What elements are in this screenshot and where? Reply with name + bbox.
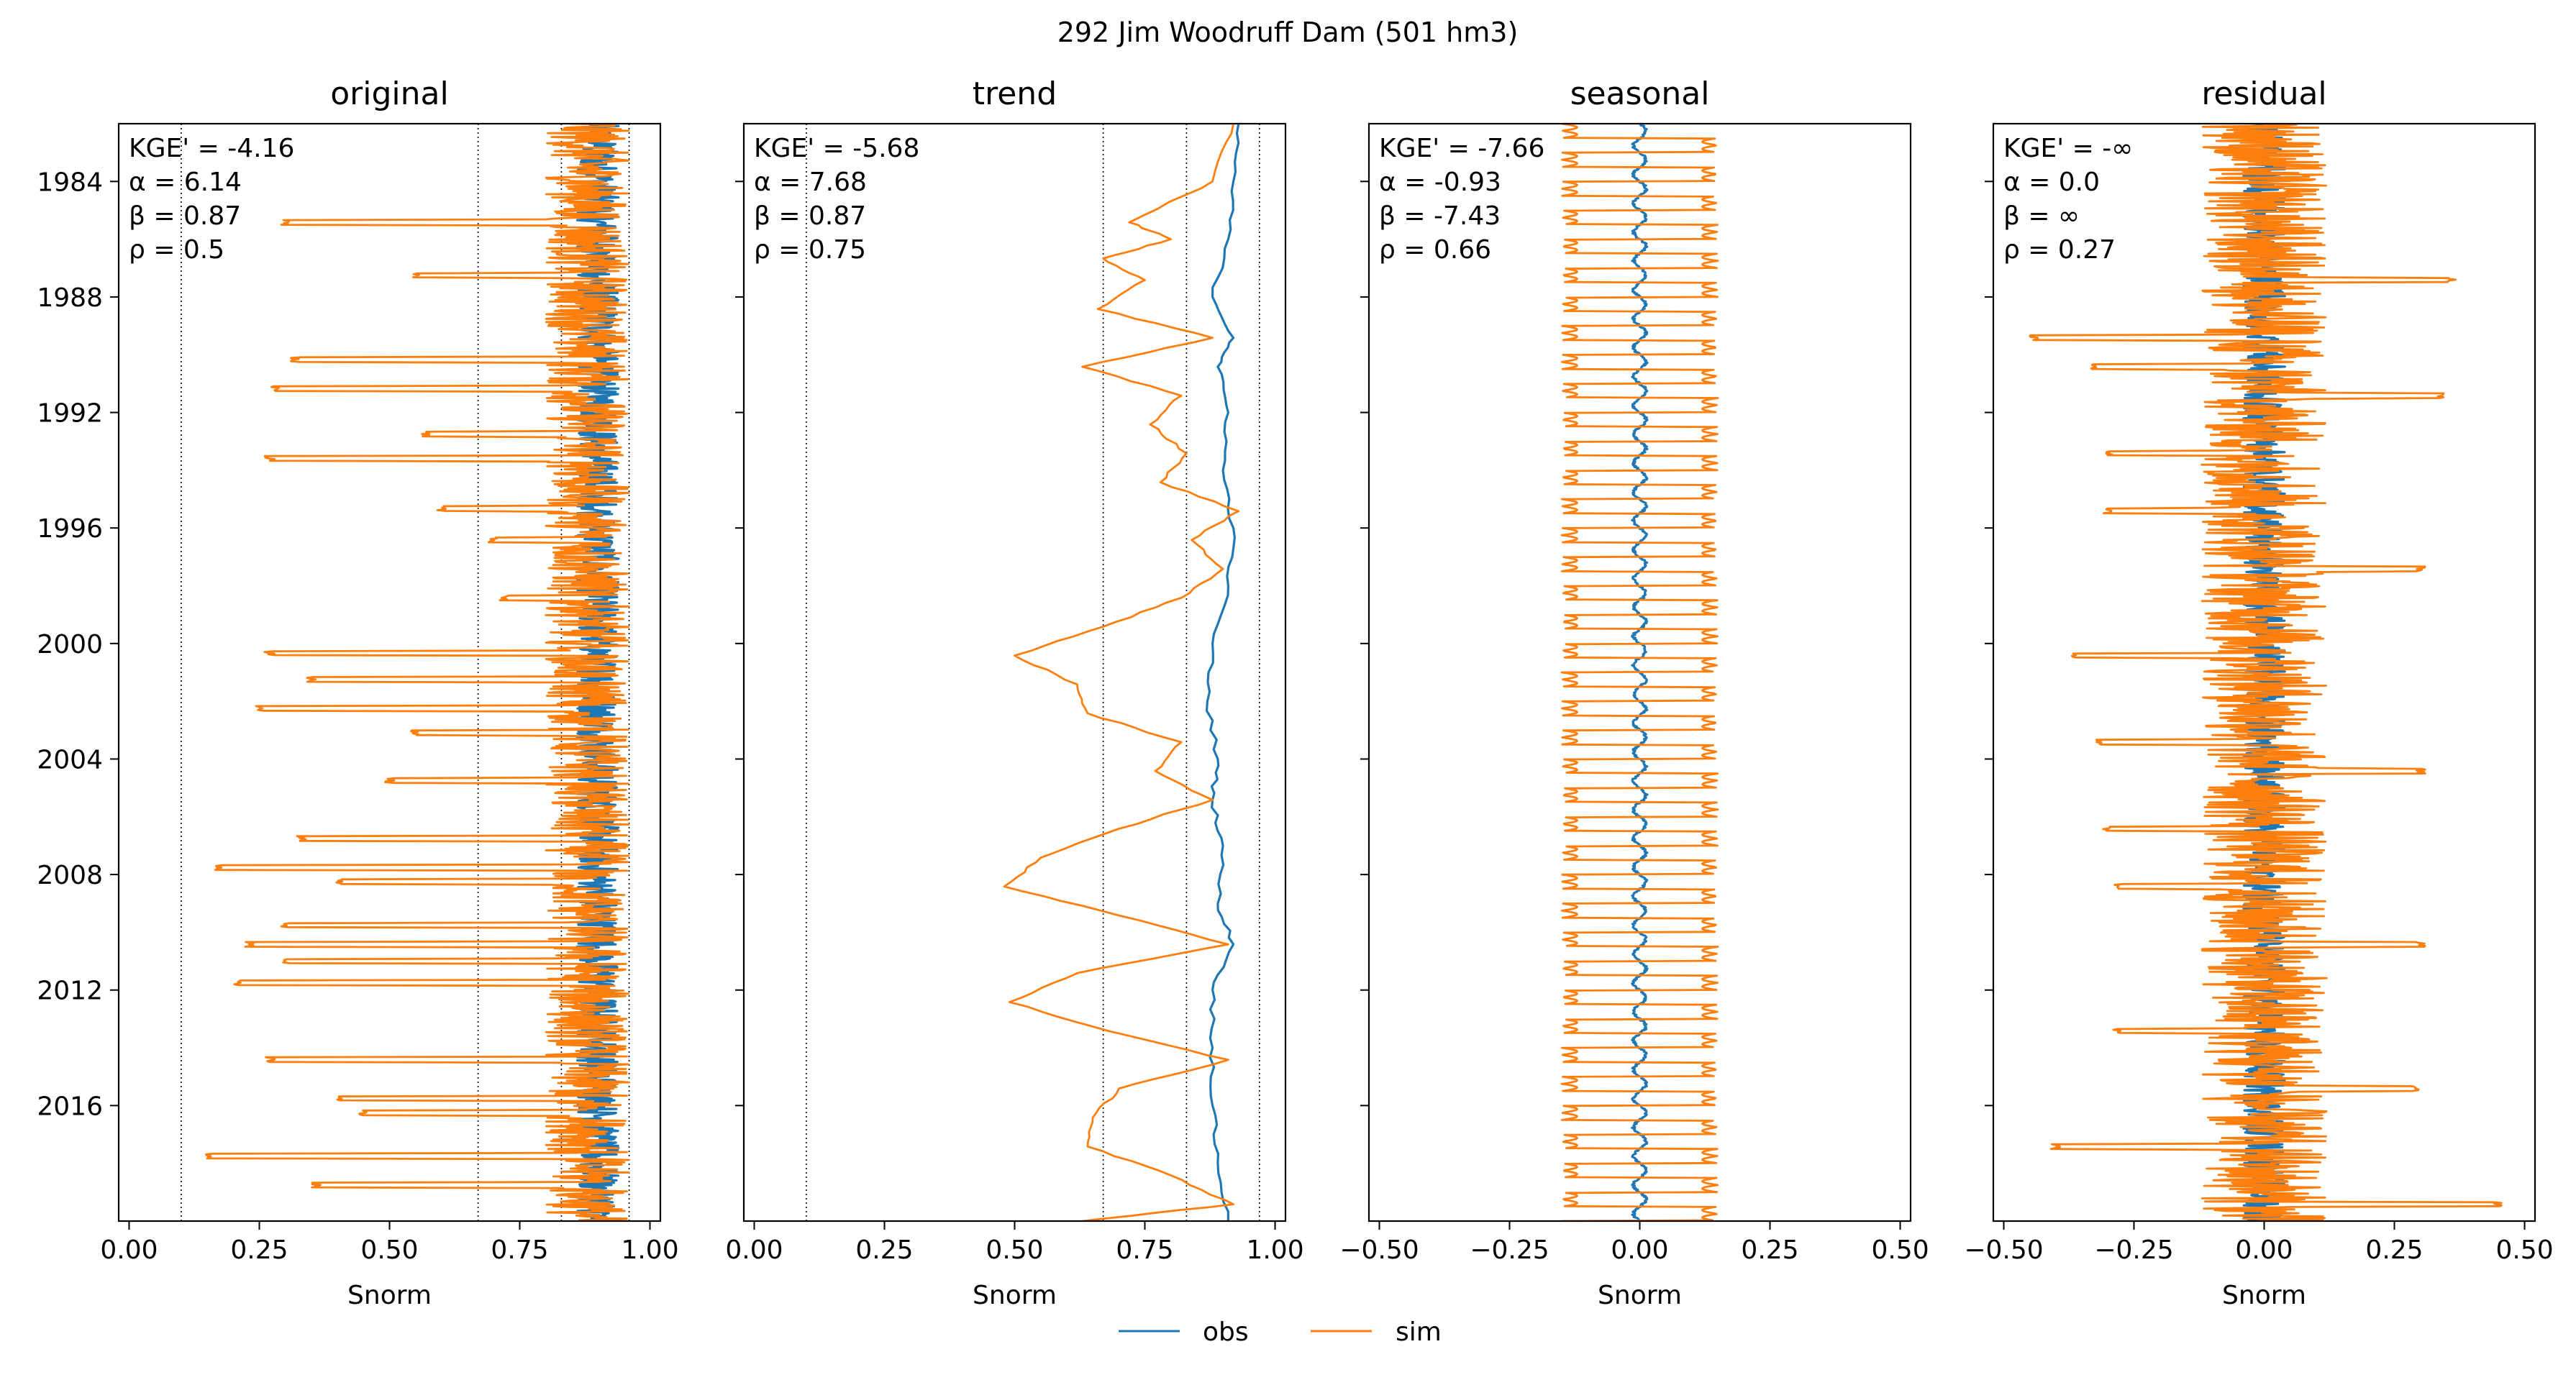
alpha-stat: α = 6.14 bbox=[129, 168, 242, 197]
panel-residual: −0.50 −0.25 0.00 0.25 0.50 residual Snorm KG… bbox=[1964, 76, 2553, 1310]
kge-stat: KGE' = -5.68 bbox=[754, 134, 919, 163]
x-tick-label: 0.00 bbox=[1611, 1235, 1668, 1265]
series-line-sim bbox=[1003, 124, 1240, 1221]
panel-title-seasonal: seasonal bbox=[1570, 76, 1710, 112]
x-tick-label: 0.25 bbox=[1741, 1235, 1798, 1265]
y-tick-label: 2004 bbox=[37, 745, 103, 774]
series-group bbox=[181, 124, 630, 1221]
stats-annotation-seasonal: KGE' = -7.66 α = -0.93 β = -7.43 ρ = 0.6… bbox=[1379, 134, 1544, 265]
x-tick-label: 0.00 bbox=[2235, 1235, 2293, 1265]
x-axis-label-trend: Snorm bbox=[973, 1281, 1057, 1310]
kge-stat: KGE' = -4.16 bbox=[129, 134, 294, 163]
x-tick-label: 0.50 bbox=[1871, 1235, 1929, 1265]
x-tick-label: 0.00 bbox=[725, 1235, 783, 1265]
y-tick-label: 2016 bbox=[37, 1092, 103, 1121]
kge-stat: KGE' = -∞ bbox=[2003, 134, 2133, 163]
stats-annotation-trend: KGE' = -5.68 α = 7.68 β = 0.87 ρ = 0.75 bbox=[754, 134, 919, 265]
x-tick-label: 0.00 bbox=[100, 1235, 158, 1265]
x-tick-label: 1.00 bbox=[1246, 1235, 1303, 1265]
rho-stat: ρ = 0.66 bbox=[1379, 235, 1491, 265]
alpha-stat: α = 0.0 bbox=[2003, 168, 2100, 197]
figure-title: 292 Jim Woodruff Dam (501 hm3) bbox=[1057, 17, 1519, 48]
y-tick-label: 1992 bbox=[37, 399, 103, 429]
legend-label-obs: obs bbox=[1203, 1317, 1249, 1347]
y-tick-label: 1984 bbox=[37, 168, 103, 197]
series-line-sim bbox=[2029, 124, 2503, 1221]
legend-label-sim: sim bbox=[1396, 1317, 1442, 1347]
x-tick-label: 0.75 bbox=[491, 1235, 548, 1265]
rho-stat: ρ = 0.27 bbox=[2003, 235, 2116, 265]
x-tick-label: −0.50 bbox=[1339, 1235, 1419, 1265]
beta-stat: β = ∞ bbox=[2003, 201, 2080, 231]
plot-area-original: 0.00 0.25 0.50 0.75 1.00 1984 1988 1992 1996 2000… bbox=[37, 122, 679, 1265]
beta-stat: β = 0.87 bbox=[129, 201, 241, 231]
x-tick-label: −0.50 bbox=[1964, 1235, 2043, 1265]
x-tick-label: −0.25 bbox=[2094, 1235, 2173, 1265]
y-tick-label: 2000 bbox=[37, 630, 103, 659]
rho-stat: ρ = 0.5 bbox=[129, 235, 224, 265]
alpha-stat: α = 7.68 bbox=[754, 168, 867, 197]
stats-annotation-residual: KGE' = -∞ α = 0.0 β = ∞ ρ = 0.27 bbox=[2003, 134, 2133, 265]
panel-original: 0.00 0.25 0.50 0.75 1.00 1984 1988 1992 1996 2000… bbox=[37, 76, 678, 1310]
series-line-sim bbox=[1560, 124, 1719, 1221]
x-tick-label: 0.25 bbox=[230, 1235, 288, 1265]
plot-area-seasonal: −0.50 −0.25 0.00 0.25 0.50 bbox=[1339, 122, 1929, 1265]
y-tick-label: 1988 bbox=[37, 283, 103, 313]
y-tick-label: 2012 bbox=[37, 977, 103, 1006]
x-axis-label-seasonal: Snorm bbox=[1598, 1281, 1682, 1310]
x-axis-label-original: Snorm bbox=[347, 1281, 432, 1310]
x-tick-label: 0.25 bbox=[2365, 1235, 2423, 1265]
kge-stat: KGE' = -7.66 bbox=[1379, 134, 1544, 163]
series-line-obs bbox=[1205, 124, 1240, 1221]
x-tick-label: −0.25 bbox=[1470, 1235, 1549, 1265]
x-tick-label: 1.00 bbox=[621, 1235, 678, 1265]
rho-stat: ρ = 0.75 bbox=[754, 235, 866, 265]
alpha-stat: α = -0.93 bbox=[1379, 168, 1501, 197]
panel-trend: 0.00 0.25 0.50 0.75 1.00 trend Snorm KGE' = … bbox=[725, 76, 1303, 1310]
series-line-sim bbox=[205, 124, 630, 1221]
plot-area-residual: −0.50 −0.25 0.00 0.25 0.50 bbox=[1964, 122, 2554, 1265]
panel-title-trend: trend bbox=[973, 76, 1057, 112]
beta-stat: β = 0.87 bbox=[754, 201, 866, 231]
plot-area-trend: 0.00 0.25 0.50 0.75 1.00 bbox=[725, 122, 1304, 1265]
legend: obs sim bbox=[1119, 1317, 1442, 1347]
panel-seasonal: −0.50 −0.25 0.00 0.25 0.50 seasonal Snorm KG… bbox=[1339, 76, 1929, 1310]
y-tick-label: 1996 bbox=[37, 514, 103, 544]
stats-annotation-original: KGE' = -4.16 α = 6.14 β = 0.87 ρ = 0.5 bbox=[129, 134, 294, 265]
x-tick-label: 0.25 bbox=[855, 1235, 913, 1265]
x-axis-label-residual: Snorm bbox=[2222, 1281, 2306, 1310]
panel-title-residual: residual bbox=[2201, 76, 2326, 112]
x-tick-label: 0.50 bbox=[2495, 1235, 2553, 1265]
series-group bbox=[1560, 124, 1719, 1221]
axes-frame bbox=[742, 122, 1287, 1223]
beta-stat: β = -7.43 bbox=[1379, 201, 1501, 231]
x-tick-label: 0.50 bbox=[360, 1235, 418, 1265]
y-tick-label: 2008 bbox=[37, 861, 103, 890]
x-tick-label: 0.75 bbox=[1116, 1235, 1173, 1265]
series-group bbox=[2029, 124, 2503, 1221]
x-tick-label: 0.50 bbox=[986, 1235, 1043, 1265]
series-group bbox=[806, 124, 1260, 1221]
panel-title-original: original bbox=[330, 76, 448, 112]
